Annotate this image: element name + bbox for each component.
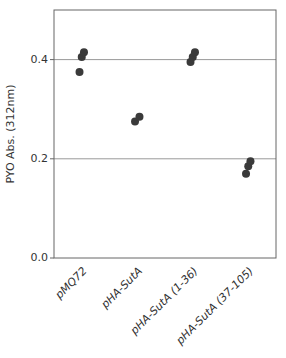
dot bbox=[191, 48, 199, 56]
x-tick-label: pMQ72 bbox=[52, 265, 90, 303]
y-axis-label: PYO Abs. (312nm) bbox=[4, 84, 17, 183]
dot bbox=[246, 157, 254, 165]
dot bbox=[242, 170, 250, 178]
y-tick-label: 0.0 bbox=[31, 251, 49, 264]
y-tick-label: 0.4 bbox=[31, 53, 49, 66]
plot-frame bbox=[54, 10, 276, 258]
dot bbox=[80, 48, 88, 56]
dot bbox=[135, 113, 143, 121]
y-tick bbox=[50, 258, 54, 259]
x-tick-label: pHA-SutA (37-105) bbox=[173, 265, 256, 348]
reference-line bbox=[54, 59, 276, 60]
chart: 0.0 0.2 0.4 PYO Abs. (312nm) pMQ72pHA-SutA pH… bbox=[0, 0, 286, 358]
dot bbox=[76, 68, 84, 76]
y-tick-label: 0.2 bbox=[31, 152, 49, 165]
y-tick bbox=[50, 158, 54, 159]
x-tick-label: pHA-SutA bbox=[98, 265, 145, 312]
dots bbox=[76, 48, 255, 178]
reference-line bbox=[54, 158, 276, 159]
y-tick bbox=[50, 59, 54, 60]
